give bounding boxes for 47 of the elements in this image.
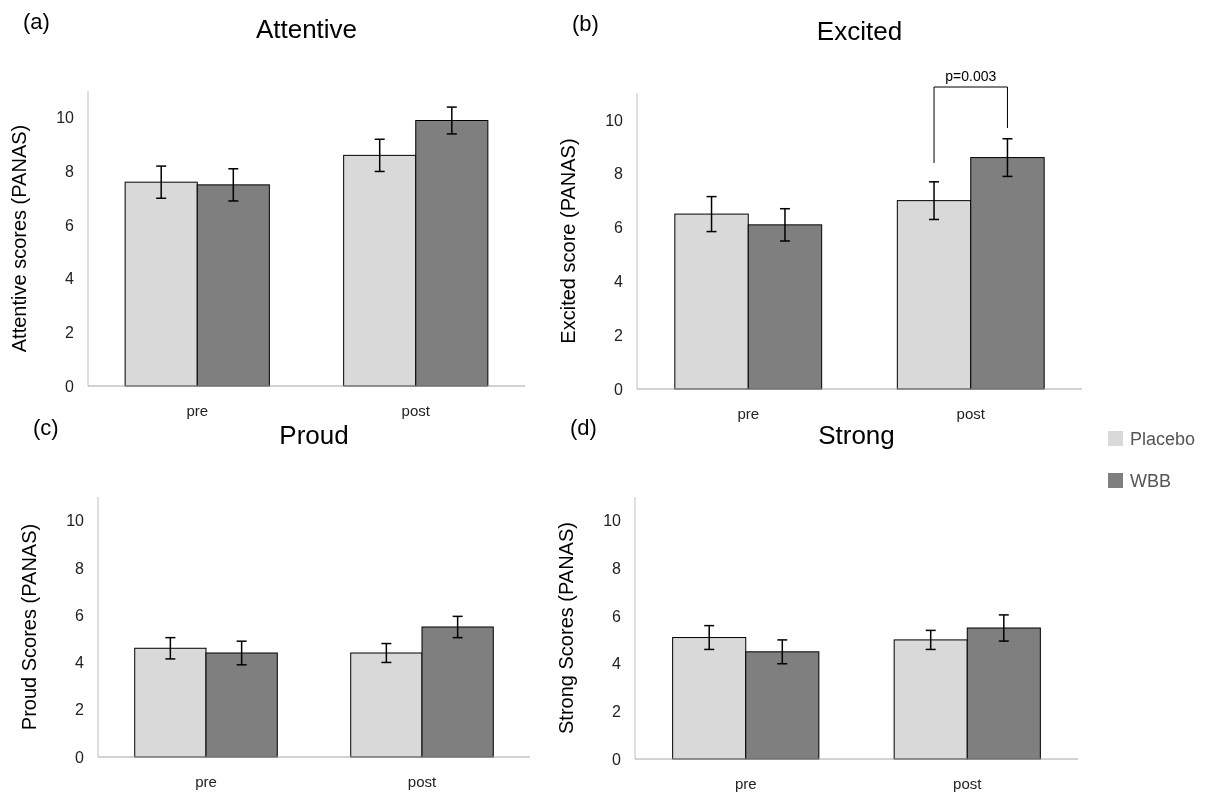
chart-title: Strong	[818, 420, 895, 450]
y-tick-label: 8	[614, 165, 624, 183]
y-axis-title: Proud Scores (PANAS)	[18, 523, 40, 731]
y-tick-label: 2	[75, 701, 85, 719]
legend-label: WBB	[1130, 471, 1172, 492]
legend-label: Placebo	[1130, 429, 1196, 450]
y-tick-label: 10	[603, 512, 622, 530]
y-tick-label: 10	[605, 111, 624, 129]
y-tick-label: 4	[75, 654, 85, 672]
y-axis-title: Strong Scores (PANAS)	[555, 522, 577, 734]
y-tick-label: 10	[56, 109, 75, 127]
text: (b)	[572, 11, 599, 36]
chart-title: Excited	[816, 16, 903, 46]
y-tick-label: 0	[612, 750, 622, 768]
x-tick-label: post	[407, 773, 437, 790]
y-tick-label: 6	[65, 216, 75, 234]
y-tick-label: 4	[65, 270, 75, 288]
x-tick-label: pre	[195, 773, 217, 790]
y-tick-label: 6	[75, 606, 85, 624]
y-tick-label: 8	[75, 559, 85, 577]
y-tick-label: 10	[66, 512, 85, 530]
y-tick-label: 0	[65, 377, 75, 395]
x-tick-label: pre	[186, 402, 209, 419]
text: (c)	[33, 415, 59, 440]
chart-title: Proud	[279, 420, 349, 450]
y-axis-title: Attentive scores (PANAS)	[8, 124, 30, 353]
y-tick-label: 2	[65, 323, 75, 341]
y-tick-label: 6	[614, 219, 624, 237]
x-tick-label: post	[953, 775, 983, 792]
y-tick-label: 4	[612, 655, 622, 673]
text: (d)	[570, 415, 597, 440]
text: (a)	[23, 9, 50, 34]
y-tick-label: 0	[75, 748, 85, 766]
chart-title: Attentive	[255, 14, 358, 44]
x-tick-label: post	[956, 405, 986, 422]
y-tick-label: 4	[614, 272, 624, 290]
y-tick-label: 0	[614, 380, 624, 398]
x-tick-label: pre	[737, 405, 760, 422]
x-tick-label: pre	[734, 775, 757, 792]
y-tick-label: 2	[612, 702, 622, 720]
y-axis-title: Excited score (PANAS)	[557, 138, 579, 344]
x-tick-label: post	[401, 402, 431, 419]
y-tick-label: 8	[612, 560, 622, 578]
y-tick-label: 6	[612, 607, 622, 625]
y-tick-label: 8	[65, 163, 75, 181]
y-tick-label: 2	[614, 326, 624, 344]
text: p=0.003	[945, 68, 997, 84]
